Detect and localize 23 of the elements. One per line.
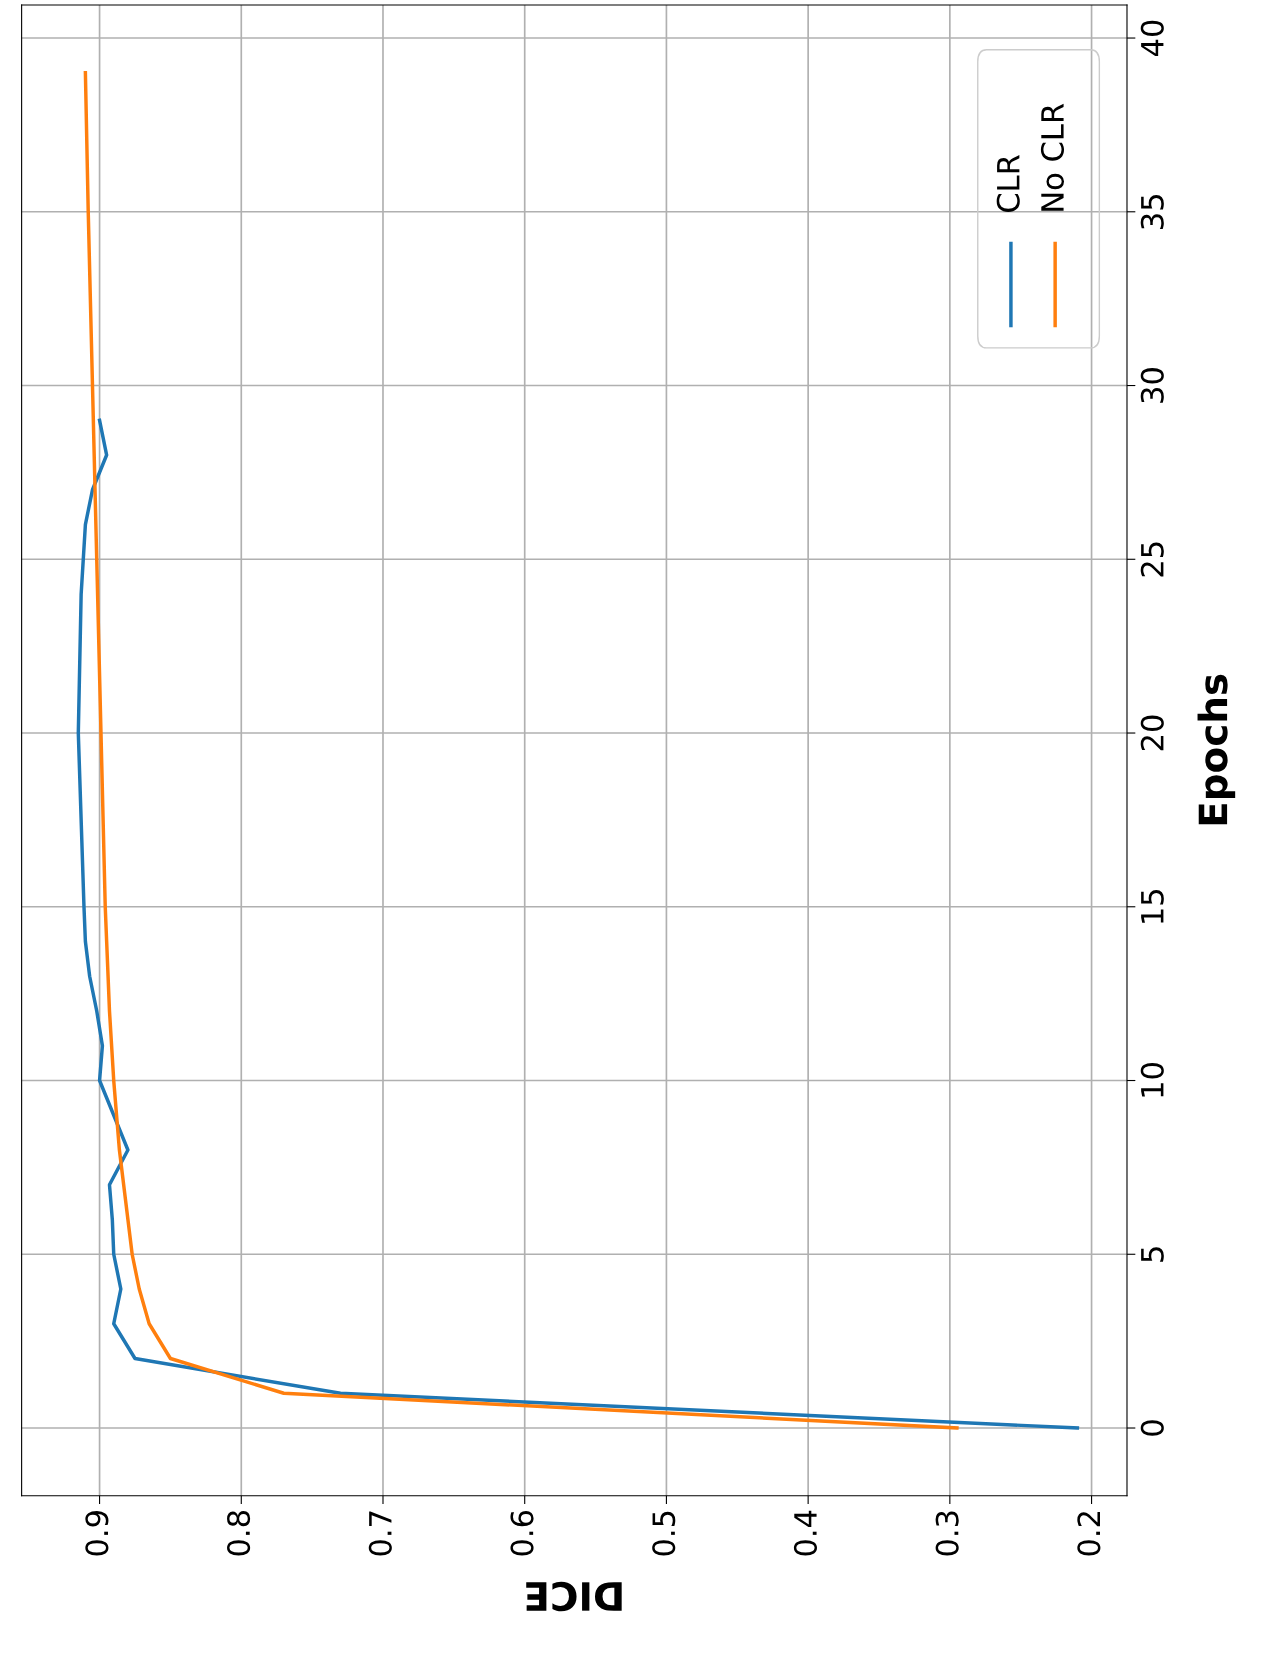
y-tick-label: 20	[1140, 715, 1164, 751]
line-series	[76, 418, 1080, 1430]
y-axis-title: Epochs	[1197, 674, 1236, 825]
y-tick-label: 5	[1141, 1247, 1164, 1262]
text: CLR	[996, 155, 1020, 213]
x-axis-title: DICE	[526, 1581, 622, 1612]
x-tick-label: 0.6	[510, 1510, 534, 1556]
y-tick-label: 40	[1140, 20, 1164, 56]
x-tick-label: 0.4	[793, 1510, 817, 1556]
y-tick-label: 10	[1140, 1063, 1164, 1097]
y-tick-label: 35	[1140, 195, 1164, 229]
y-tick-label: 15	[1141, 890, 1164, 923]
x-tick-label: 0.7	[368, 1511, 392, 1556]
y-tick-label: 30	[1140, 368, 1164, 403]
y-tick-label: 0	[1140, 1420, 1164, 1436]
x-tick-label: 0.2	[1077, 1512, 1101, 1556]
line-series	[83, 71, 959, 1430]
x-tick-label: 0.9	[85, 1511, 109, 1556]
x-tick-label: 0.8	[227, 1511, 251, 1556]
x-tick-label: 0.3	[935, 1511, 959, 1556]
y-tick-label: 25	[1140, 542, 1164, 577]
x-tick-label: 0.5	[652, 1511, 676, 1556]
text: No CLR	[1040, 103, 1065, 211]
